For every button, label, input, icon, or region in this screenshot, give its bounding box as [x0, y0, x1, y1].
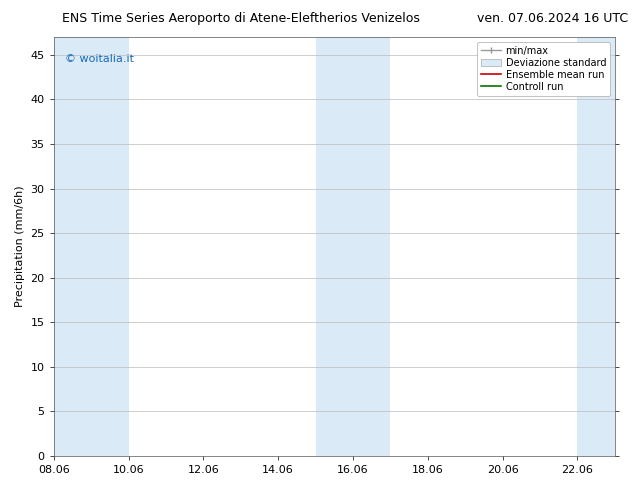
- Legend: min/max, Deviazione standard, Ensemble mean run, Controll run: min/max, Deviazione standard, Ensemble m…: [477, 42, 610, 96]
- Text: © woitalia.it: © woitalia.it: [65, 54, 134, 64]
- Bar: [353, 37, 391, 456]
- Text: ENS Time Series Aeroporto di Atene-Eleftherios Venizelos: ENS Time Series Aeroporto di Atene-Eleft…: [62, 12, 420, 25]
- Text: ven. 07.06.2024 16 UTC: ven. 07.06.2024 16 UTC: [477, 12, 628, 25]
- Bar: [578, 37, 615, 456]
- Bar: [91, 37, 129, 456]
- Bar: [316, 37, 353, 456]
- Bar: [54, 37, 91, 456]
- Y-axis label: Precipitation (mm/6h): Precipitation (mm/6h): [15, 186, 25, 307]
